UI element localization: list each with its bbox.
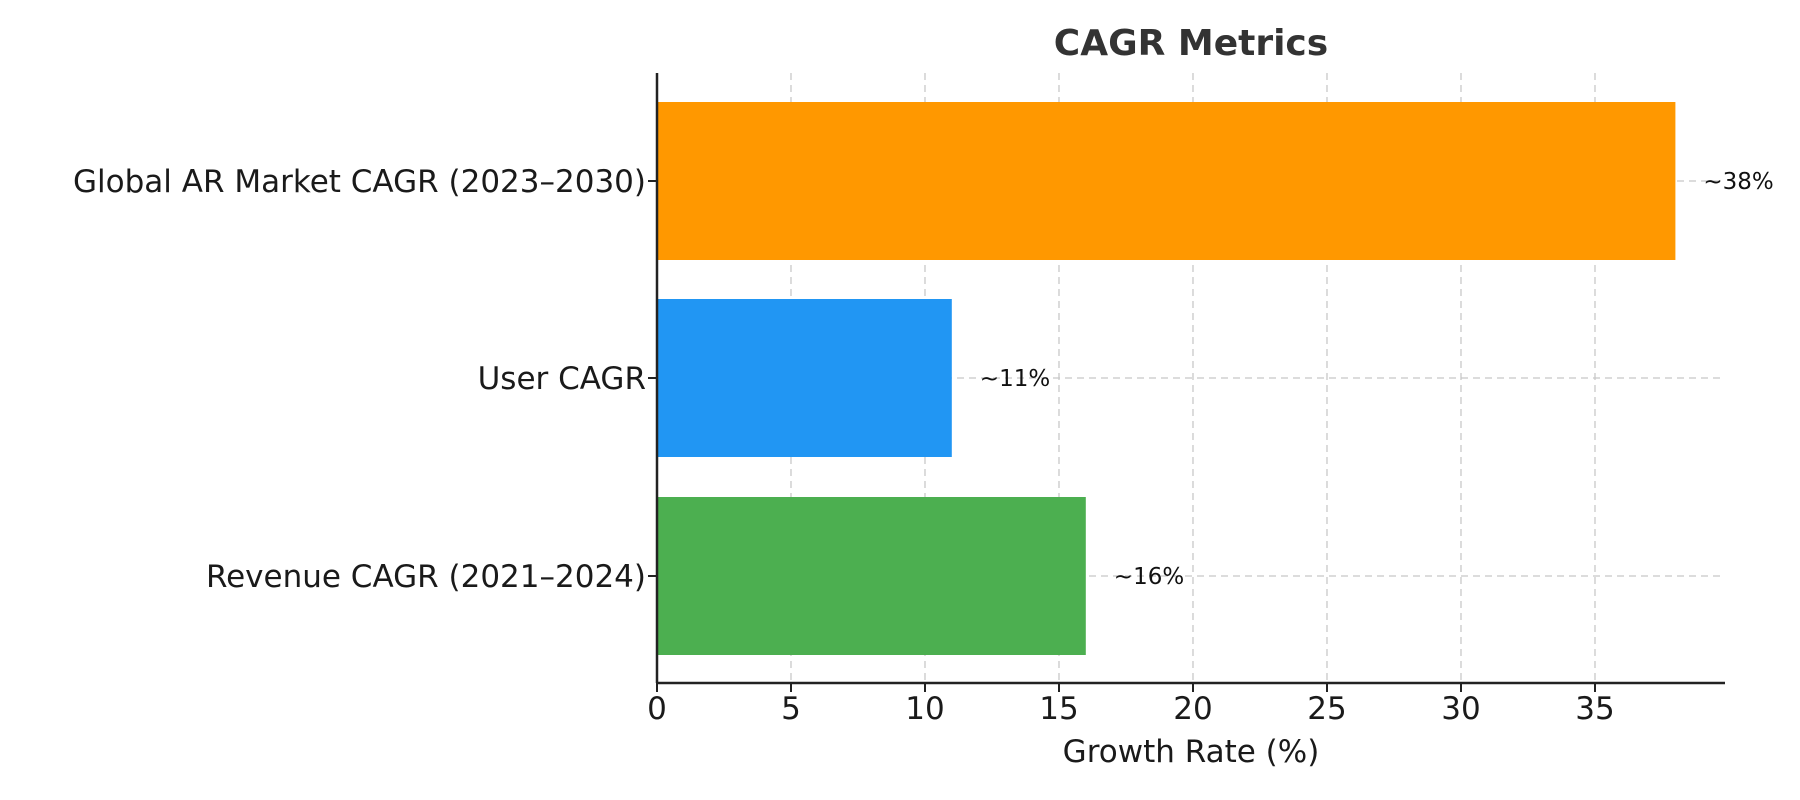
x-axis-label: Growth Rate (%) <box>1063 734 1320 770</box>
bars <box>657 102 1676 655</box>
x-tick-label-6: 30 <box>1441 691 1480 727</box>
category-label-2: Revenue CAGR (2021–2024) <box>206 559 646 595</box>
x-tick-label-0: 0 <box>647 691 667 727</box>
category-label-1: User CAGR <box>478 361 646 397</box>
labels: Global AR Market CAGR (2023–2030) ~38% Use… <box>73 164 1774 727</box>
bar-0 <box>657 102 1676 260</box>
data-label-0: ~38% <box>1703 169 1773 195</box>
category-label-0: Global AR Market CAGR (2023–2030) <box>73 164 646 200</box>
x-tick-label-5: 25 <box>1307 691 1346 727</box>
x-tick-label-3: 15 <box>1039 691 1078 727</box>
x-tick-label-7: 35 <box>1575 691 1614 727</box>
bar-1 <box>657 299 952 457</box>
x-tick-label-2: 10 <box>905 691 944 727</box>
data-label-2: ~16% <box>1114 564 1184 590</box>
x-tick-label-1: 5 <box>781 691 801 727</box>
chart-title: CAGR Metrics <box>1054 23 1328 64</box>
axes <box>648 73 1725 692</box>
x-tick-label-4: 20 <box>1173 691 1212 727</box>
data-label-1: ~11% <box>980 366 1050 392</box>
bar-2 <box>657 497 1086 655</box>
